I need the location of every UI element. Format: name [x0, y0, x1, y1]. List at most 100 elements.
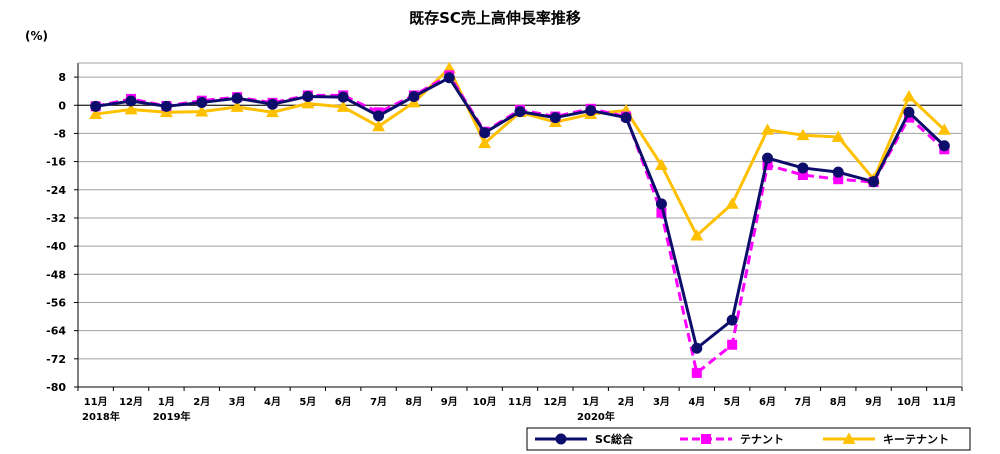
data-point — [832, 166, 844, 178]
data-point — [89, 107, 103, 119]
data-point — [833, 174, 844, 185]
data-point — [373, 110, 385, 122]
data-point — [160, 100, 172, 112]
legend-item: キーテナント — [823, 432, 949, 446]
x-tick-label: 6月 — [335, 396, 352, 408]
series-layer — [89, 61, 951, 378]
data-point — [301, 97, 315, 109]
data-point — [797, 169, 808, 180]
x-tick-label: 4月 — [264, 396, 281, 408]
data-point — [585, 105, 597, 117]
legend-box — [526, 427, 971, 451]
data-point — [443, 72, 455, 84]
x-tick-label: 5月 — [299, 396, 316, 408]
y-axis-unit-label: (%) — [25, 29, 48, 43]
legend: SC総合 テナント キーテナント — [526, 427, 971, 451]
y-tick-label: -16 — [46, 156, 66, 169]
data-point — [654, 158, 668, 171]
data-point — [727, 339, 738, 350]
data-point — [125, 95, 137, 107]
series-0 — [90, 72, 950, 354]
y-tick-label: 0 — [58, 99, 66, 112]
data-point — [337, 91, 349, 103]
y-tick-label: -80 — [46, 381, 66, 394]
data-point — [938, 140, 950, 152]
data-point — [549, 112, 561, 124]
x-tick-label: 2月 — [193, 396, 210, 408]
data-point — [478, 136, 492, 149]
x-tick-label: 12月 — [119, 396, 143, 408]
x-tick-label: 10月 — [473, 396, 497, 408]
x-tick-label: 8月 — [830, 396, 847, 408]
x-tick-label: 3月 — [653, 396, 670, 408]
y-tick-label: -24 — [46, 184, 66, 197]
series-line — [95, 76, 946, 350]
data-point — [937, 123, 951, 135]
data-point — [372, 119, 386, 132]
data-point — [726, 314, 738, 326]
data-point — [195, 105, 209, 117]
data-point — [797, 162, 809, 174]
legend-marker — [555, 433, 567, 445]
data-point — [903, 106, 915, 118]
x-year-label: 2018年 — [82, 410, 120, 423]
x-tick-label: 9月 — [865, 396, 882, 408]
data-point — [725, 197, 739, 209]
data-point — [762, 160, 773, 171]
series-line — [95, 66, 946, 238]
y-tick-label: -8 — [54, 127, 66, 140]
chart-title: 既存SC売上高伸長率推移 — [409, 9, 581, 27]
data-point — [231, 92, 243, 104]
y-tick-label: -56 — [46, 296, 66, 309]
x-tick-label: 11月 — [932, 396, 956, 408]
legend-marker — [701, 434, 711, 444]
data-point — [796, 128, 810, 141]
data-point — [656, 207, 667, 218]
x-year-label: 2020年 — [577, 410, 615, 423]
x-tick-label: 8月 — [405, 396, 422, 408]
x-tick-label: 9月 — [441, 396, 458, 408]
series-2 — [89, 61, 951, 241]
x-tick-label: 2月 — [618, 396, 635, 408]
data-point — [691, 342, 703, 354]
data-point — [761, 123, 775, 135]
legend-marker — [842, 432, 856, 444]
x-tick-label: 7月 — [794, 396, 811, 408]
x-tick-label: 1月 — [582, 396, 599, 408]
x-tick-label: 7月 — [370, 396, 387, 408]
x-tick-label: 12月 — [543, 396, 567, 408]
data-point — [762, 152, 774, 164]
data-point — [265, 105, 279, 118]
data-point — [902, 89, 916, 102]
legend-item: SC総合 — [535, 432, 634, 446]
data-point — [336, 100, 350, 112]
y-tick-label: -32 — [46, 212, 66, 225]
data-point — [266, 98, 278, 110]
data-point — [655, 198, 667, 210]
y-axis-ticks: 8 0 -8 -16 -24 -32 -40 -48 -56 -64 -72 -80 — [46, 71, 78, 394]
legend-label: テナント — [740, 433, 784, 446]
data-point — [90, 100, 102, 112]
data-point — [479, 127, 491, 139]
data-point — [408, 90, 420, 102]
y-tick-label: -72 — [46, 353, 66, 366]
x-tick-label: 4月 — [688, 396, 705, 408]
x-tick-label: 10月 — [897, 396, 921, 408]
x-tick-label: 11月 — [508, 396, 532, 408]
data-point — [868, 176, 880, 188]
data-point — [514, 106, 526, 118]
x-tick-label: 5月 — [724, 396, 741, 408]
legend-label: キーテナント — [883, 433, 949, 446]
data-point — [831, 130, 845, 142]
legend-label: SC総合 — [595, 432, 634, 446]
data-point — [442, 61, 456, 74]
y-tick-label: 8 — [58, 71, 66, 84]
data-point — [124, 102, 138, 115]
x-tick-label: 6月 — [759, 396, 776, 408]
x-year-label: 2019年 — [153, 410, 191, 423]
x-tick-label: 11月 — [84, 396, 108, 408]
legend-item: テナント — [680, 433, 784, 446]
y-tick-label: -64 — [46, 325, 66, 338]
x-tick-label: 3月 — [229, 396, 246, 408]
x-tick-label: 1月 — [158, 396, 175, 408]
